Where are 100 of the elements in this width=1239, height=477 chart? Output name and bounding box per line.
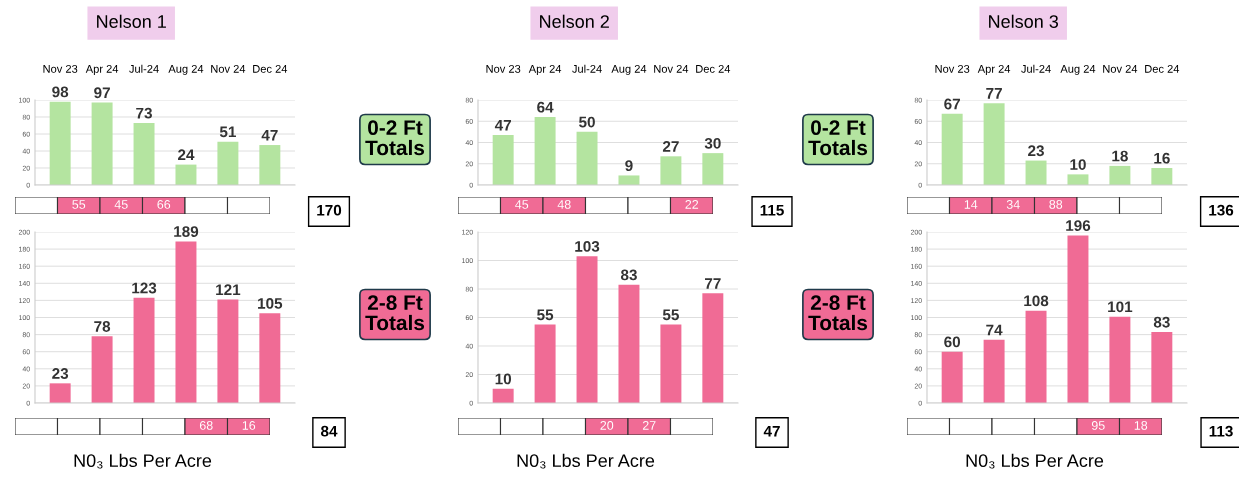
data-label: 77 bbox=[705, 278, 721, 289]
bar bbox=[175, 241, 197, 403]
data-label: 30 bbox=[704, 137, 721, 149]
data-label: 9 bbox=[625, 160, 633, 172]
bar bbox=[534, 324, 556, 403]
data-label: 60 bbox=[944, 336, 961, 348]
bar bbox=[492, 388, 514, 403]
bar bbox=[492, 135, 514, 185]
x-tick-label: Dec 24 bbox=[253, 64, 288, 73]
data-label: 78 bbox=[94, 321, 111, 332]
data-label: 24 bbox=[178, 149, 195, 161]
bar bbox=[660, 156, 682, 185]
data-label: 108 bbox=[1024, 295, 1049, 307]
text: 0-2 Ft Totals bbox=[365, 120, 425, 156]
data-label: 55 bbox=[662, 309, 679, 321]
text: 0-2 Ft Totals bbox=[808, 120, 868, 156]
bar bbox=[49, 101, 71, 185]
x-tick-label: Dec 24 bbox=[696, 64, 731, 73]
x-tick-label: Aug 24 bbox=[611, 64, 647, 75]
text: 34 bbox=[1006, 200, 1020, 209]
bar bbox=[1025, 160, 1047, 185]
bar bbox=[217, 299, 239, 403]
data-label: 83 bbox=[1153, 316, 1170, 328]
bar bbox=[534, 117, 556, 185]
bar bbox=[91, 102, 113, 185]
text: 84 bbox=[320, 425, 338, 437]
bar bbox=[175, 164, 197, 185]
bar bbox=[983, 103, 1005, 185]
bar bbox=[259, 145, 281, 185]
bar bbox=[983, 339, 1005, 403]
x-tick-label: Apr 24 bbox=[528, 64, 562, 75]
text: 66 bbox=[157, 200, 171, 209]
text: 113 bbox=[1209, 425, 1233, 437]
x-tick-label: Aug 24 bbox=[1060, 64, 1096, 75]
bar bbox=[49, 383, 71, 403]
data-label: 47 bbox=[494, 119, 511, 131]
text: N0₃ Lbs Per Acre bbox=[517, 453, 655, 469]
bar bbox=[1151, 332, 1173, 403]
text: N0₃ Lbs Per Acre bbox=[74, 453, 212, 469]
bar bbox=[91, 336, 113, 403]
data-label: 23 bbox=[52, 368, 69, 379]
x-tick-label: Apr 24 bbox=[85, 64, 119, 75]
x-tick-label: Dec 24 bbox=[1145, 64, 1180, 73]
bar bbox=[618, 284, 640, 403]
text: 115 bbox=[760, 204, 784, 216]
data-label: 73 bbox=[136, 107, 152, 119]
data-label: 97 bbox=[94, 87, 110, 99]
chart-title: Nelson 1 bbox=[97, 14, 166, 28]
chart-title: Nelson 3 bbox=[989, 14, 1059, 28]
bar bbox=[576, 256, 598, 403]
data-label: 101 bbox=[1108, 301, 1133, 313]
bar bbox=[618, 175, 640, 185]
text: 27 bbox=[642, 421, 656, 430]
x-tick-label: Aug 24 bbox=[168, 64, 204, 75]
text: 68 bbox=[199, 421, 213, 430]
data-label: 196 bbox=[1066, 220, 1091, 232]
data-label: 18 bbox=[1112, 150, 1128, 162]
bar bbox=[1151, 168, 1173, 185]
bar bbox=[702, 293, 724, 403]
bar bbox=[1109, 316, 1131, 403]
bar bbox=[1025, 310, 1047, 403]
x-tick-label: Nov 23 bbox=[486, 64, 521, 73]
data-label: 50 bbox=[579, 116, 595, 128]
data-label: 51 bbox=[219, 126, 236, 138]
bar bbox=[576, 131, 598, 185]
text: N0₃ Lbs Per Acre bbox=[966, 453, 1104, 469]
data-label: 64 bbox=[537, 101, 554, 113]
bar bbox=[1067, 235, 1089, 403]
text: 88 bbox=[1049, 200, 1063, 209]
text: 16 bbox=[242, 421, 256, 430]
bar bbox=[1067, 174, 1089, 185]
bar bbox=[660, 324, 682, 403]
data-label: 74 bbox=[986, 324, 1003, 336]
x-tick-label: Nov 23 bbox=[43, 64, 78, 73]
data-label: 105 bbox=[258, 298, 283, 309]
text: 55 bbox=[72, 200, 86, 209]
data-label: 189 bbox=[174, 226, 199, 237]
text: 14 bbox=[964, 200, 978, 209]
text: 18 bbox=[1134, 421, 1148, 430]
text: 136 bbox=[1209, 204, 1234, 216]
data-label: 10 bbox=[495, 373, 512, 385]
bar bbox=[702, 153, 724, 185]
data-label: 10 bbox=[1070, 159, 1086, 170]
text: 20 bbox=[600, 421, 614, 430]
text: 2-8 Ft Totals bbox=[365, 295, 425, 331]
data-label: 23 bbox=[1028, 145, 1044, 157]
x-tick-label: Jul-24 bbox=[129, 64, 159, 73]
data-label: 83 bbox=[620, 269, 637, 281]
x-tick-label: Nov 24 bbox=[1103, 64, 1138, 73]
text: 95 bbox=[1091, 421, 1105, 430]
data-label: 123 bbox=[132, 282, 157, 294]
bar bbox=[133, 122, 155, 185]
data-label: 103 bbox=[575, 241, 600, 252]
text: 45 bbox=[515, 200, 529, 209]
data-label: 27 bbox=[662, 141, 679, 152]
bar bbox=[1109, 165, 1131, 185]
data-label: 77 bbox=[986, 88, 1002, 99]
data-label: 16 bbox=[1154, 152, 1170, 164]
x-tick-label: Jul-24 bbox=[572, 64, 602, 73]
bar bbox=[941, 351, 963, 403]
